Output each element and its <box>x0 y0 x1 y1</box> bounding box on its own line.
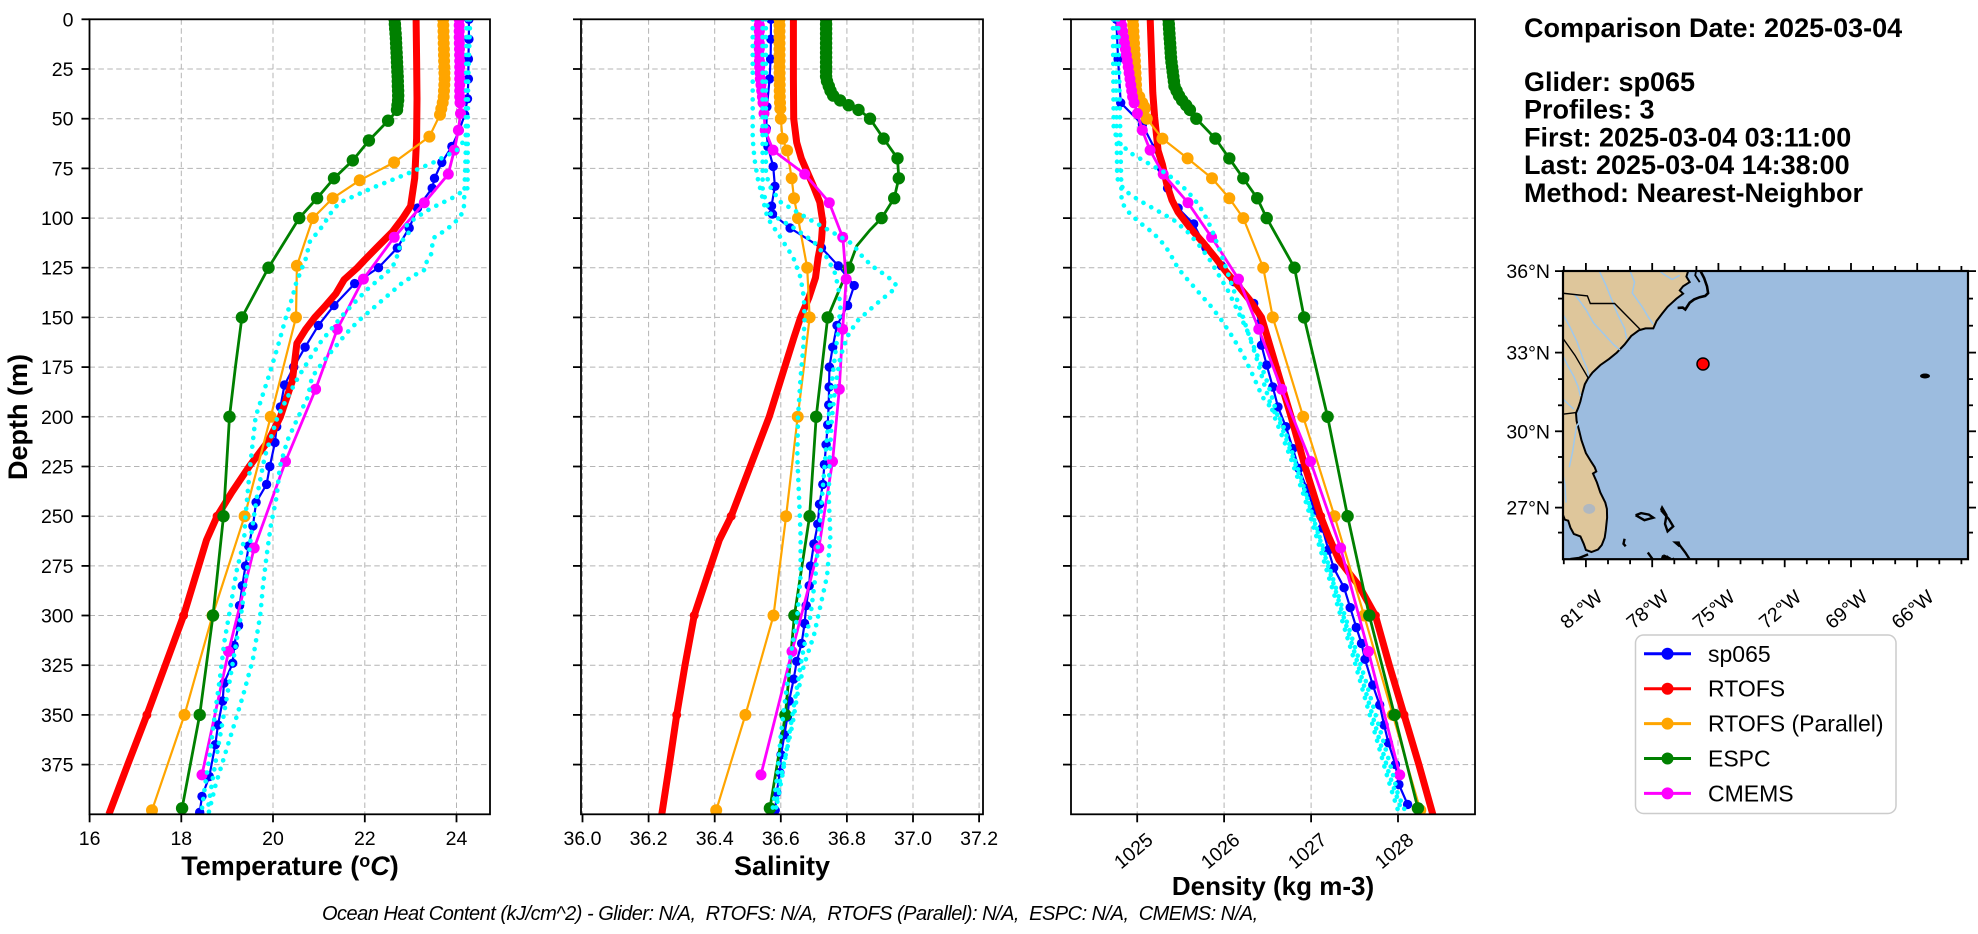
svg-text:Profiles: 3: Profiles: 3 <box>1524 95 1655 125</box>
svg-text:Density (kg m-3): Density (kg m-3) <box>1172 871 1374 901</box>
svg-text:75: 75 <box>52 158 74 180</box>
svg-text:0: 0 <box>63 9 74 31</box>
svg-text:350: 350 <box>41 705 74 727</box>
svg-text:175: 175 <box>41 357 74 379</box>
svg-text:33°N: 33°N <box>1506 343 1550 365</box>
svg-text:225: 225 <box>41 457 74 479</box>
svg-text:200: 200 <box>41 407 74 429</box>
svg-text:Last: 2025-03-04 14:38:00: Last: 2025-03-04 14:38:00 <box>1524 150 1850 180</box>
svg-text:24: 24 <box>446 828 468 850</box>
svg-text:125: 125 <box>41 258 74 280</box>
svg-text:Depth (m): Depth (m) <box>3 354 33 480</box>
svg-text:37.2: 37.2 <box>960 828 998 850</box>
svg-text:CMEMS: CMEMS <box>1708 780 1794 806</box>
svg-text:25: 25 <box>52 59 74 81</box>
svg-text:Glider: sp065: Glider: sp065 <box>1524 67 1695 97</box>
svg-text:36.8: 36.8 <box>828 828 866 850</box>
svg-text:Temperature (oC): Temperature (oC) <box>181 851 399 881</box>
svg-text:100: 100 <box>41 208 74 230</box>
svg-text:150: 150 <box>41 307 74 329</box>
svg-text:300: 300 <box>41 606 74 628</box>
svg-text:37.0: 37.0 <box>894 828 932 850</box>
svg-text:18: 18 <box>170 828 192 850</box>
svg-text:RTOFS: RTOFS <box>1708 676 1785 702</box>
svg-text:275: 275 <box>41 556 74 578</box>
svg-text:30°N: 30°N <box>1506 421 1550 443</box>
svg-text:375: 375 <box>41 755 74 777</box>
svg-text:36.6: 36.6 <box>762 828 800 850</box>
svg-text:Comparison Date: 2025-03-04: Comparison Date: 2025-03-04 <box>1524 13 1902 43</box>
svg-text:Method: Nearest-Neighbor: Method: Nearest-Neighbor <box>1524 178 1864 208</box>
svg-text:250: 250 <box>41 506 74 528</box>
svg-text:36.4: 36.4 <box>696 828 734 850</box>
svg-text:22: 22 <box>354 828 376 850</box>
svg-text:36.2: 36.2 <box>630 828 668 850</box>
svg-text:ESPC: ESPC <box>1708 746 1771 772</box>
svg-text:20: 20 <box>262 828 284 850</box>
svg-text:36°N: 36°N <box>1506 261 1550 283</box>
svg-text:27°N: 27°N <box>1506 498 1550 520</box>
svg-text:325: 325 <box>41 655 74 677</box>
svg-text:Ocean Heat Content (kJ/cm^2) -: Ocean Heat Content (kJ/cm^2) - Glider: N… <box>322 903 1258 925</box>
svg-text:First: 2025-03-04 03:11:00: First: 2025-03-04 03:11:00 <box>1524 122 1851 152</box>
svg-text:36.0: 36.0 <box>564 828 602 850</box>
svg-text:RTOFS (Parallel): RTOFS (Parallel) <box>1708 711 1884 737</box>
svg-text:Salinity: Salinity <box>734 851 830 881</box>
svg-text:16: 16 <box>79 828 101 850</box>
svg-text:sp065: sp065 <box>1708 641 1771 667</box>
svg-text:50: 50 <box>52 109 74 131</box>
